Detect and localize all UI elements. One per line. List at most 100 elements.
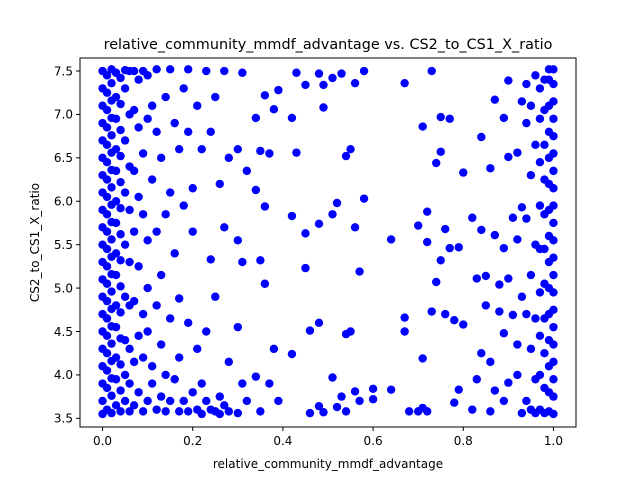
data-point (490, 386, 500, 395)
data-point (314, 318, 324, 328)
data-point (102, 366, 112, 375)
data-point (328, 373, 337, 382)
data-point (526, 171, 536, 180)
data-point (215, 392, 224, 401)
data-point (161, 210, 170, 219)
y-tick-label: 7.5 (54, 64, 73, 78)
data-point (188, 388, 197, 397)
data-point (111, 353, 121, 362)
data-point (549, 253, 558, 262)
data-point (125, 344, 134, 354)
data-point (197, 144, 206, 154)
data-point (129, 166, 139, 176)
data-point (156, 270, 166, 280)
data-point (513, 340, 522, 349)
data-point (350, 387, 360, 396)
data-point (350, 223, 360, 232)
data-point (337, 69, 346, 78)
data-point (238, 379, 247, 388)
data-point (143, 236, 152, 245)
data-point (400, 327, 409, 336)
data-point (549, 218, 558, 228)
data-point (165, 65, 175, 74)
data-point (540, 140, 549, 150)
data-point (459, 320, 468, 329)
data-point (504, 76, 513, 85)
data-point (102, 383, 112, 393)
data-point (165, 396, 175, 406)
data-point (504, 152, 513, 162)
data-point (526, 344, 536, 354)
data-point (129, 296, 139, 306)
data-point (170, 249, 179, 258)
y-tick-label: 7.0 (54, 108, 73, 122)
data-point (427, 307, 436, 316)
data-point (287, 211, 297, 221)
data-point (450, 316, 459, 325)
data-point (129, 105, 139, 115)
data-point (301, 229, 310, 238)
data-point (161, 407, 170, 416)
data-point (125, 205, 134, 215)
data-point (152, 405, 161, 414)
data-point (161, 370, 170, 380)
data-point (535, 84, 545, 93)
data-point (549, 340, 558, 349)
data-point (107, 235, 116, 244)
data-point (292, 148, 301, 157)
data-point (111, 92, 121, 102)
data-point (513, 148, 522, 157)
data-point (504, 378, 513, 387)
data-point (111, 301, 121, 310)
data-point (535, 370, 545, 380)
data-point (251, 185, 261, 195)
data-point (125, 407, 134, 416)
data-point (134, 123, 143, 132)
data-point (531, 71, 540, 80)
data-point (224, 407, 233, 416)
data-point (102, 140, 112, 150)
data-point (220, 66, 229, 76)
data-point (116, 360, 125, 369)
data-point (152, 127, 161, 136)
data-point (269, 105, 279, 114)
data-point (111, 144, 121, 154)
data-point (436, 147, 445, 156)
data-point (116, 308, 125, 317)
data-point (540, 244, 549, 254)
data-point (111, 166, 121, 176)
data-point (549, 392, 558, 401)
x-axis: 0.0 0.2 0.4 0.6 0.8 1.0 (93, 427, 563, 448)
data-point (531, 314, 540, 323)
data-point (490, 230, 500, 240)
data-point (549, 114, 558, 123)
data-point (184, 127, 193, 136)
data-point (116, 151, 125, 161)
data-point (233, 408, 243, 418)
data-point (202, 66, 211, 76)
points-layer (98, 65, 558, 419)
data-point (522, 118, 531, 128)
y-tick-label: 4.0 (54, 368, 73, 382)
data-point (147, 379, 157, 388)
data-point (120, 240, 130, 249)
data-point (211, 292, 220, 301)
data-point (368, 395, 378, 404)
data-point (517, 97, 527, 106)
data-point (549, 357, 558, 367)
data-point (147, 101, 157, 110)
data-point (499, 113, 509, 123)
data-point (111, 401, 121, 410)
data-point (220, 223, 229, 232)
data-point (179, 201, 188, 210)
data-point (346, 327, 355, 336)
data-point (504, 274, 513, 283)
data-point (404, 407, 414, 416)
data-point (486, 357, 495, 367)
data-point (314, 401, 324, 411)
data-point (202, 327, 211, 336)
data-point (116, 230, 125, 239)
data-point (341, 407, 351, 416)
data-point (129, 401, 139, 410)
